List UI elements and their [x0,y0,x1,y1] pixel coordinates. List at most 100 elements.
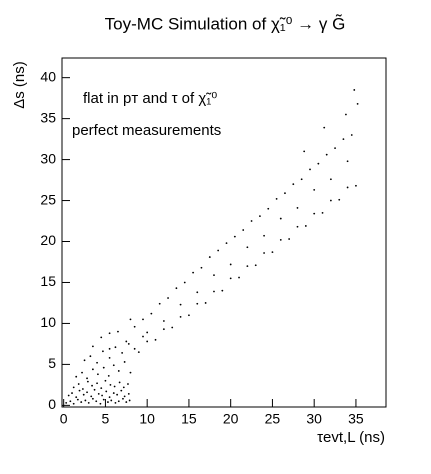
point [114,402,117,404]
point [284,192,286,195]
point [179,315,182,318]
point [158,302,161,305]
point [91,397,94,400]
point [72,402,75,405]
point [102,366,105,369]
x-tick-label: 30 [306,411,322,427]
point [109,383,112,386]
point [225,242,228,245]
point [67,394,70,397]
x-axis-label: τevt,L (ns) [317,429,385,446]
point [112,364,115,367]
point [334,147,336,150]
y-tick-label: 5 [48,355,56,371]
annotation: perfect measurements [72,122,221,139]
point [112,392,115,394]
y-axis-label: Δs (ns) [11,61,28,109]
point [329,178,332,181]
x-tick-label: 10 [139,411,155,427]
point [292,183,295,186]
point [263,252,265,254]
plot-frame [61,57,387,408]
point [127,383,129,385]
point [325,153,328,156]
point [72,386,75,389]
point [127,343,130,345]
point [91,384,93,387]
x-tick-label: 20 [223,411,239,427]
point [122,397,124,400]
point [213,274,215,277]
point [304,225,307,227]
point [123,361,126,363]
x-tick-label: 0 [60,411,68,427]
chart-title: Toy-MC Simulation of χ̃₁⁰ → γ G̃ [105,14,346,34]
point [296,225,299,228]
point [353,89,356,91]
point [242,229,245,231]
point [108,356,111,359]
point [350,134,353,136]
point [128,399,131,402]
point [129,318,132,321]
point [116,393,119,396]
point [99,402,102,405]
y-tick-label: 0 [48,396,56,412]
point [183,281,186,284]
point [77,383,80,385]
point [188,314,190,317]
point [83,359,86,362]
point [117,400,120,403]
point [100,336,103,339]
point [196,291,199,294]
point [271,251,274,254]
point [84,399,87,402]
point [142,335,144,338]
point [146,340,149,343]
point [100,387,103,390]
y-tick-label: 25 [40,191,56,207]
point [78,389,81,392]
point [125,340,128,343]
point [91,368,94,371]
point [86,377,88,380]
point [246,246,249,249]
point [87,402,90,404]
point [346,186,349,189]
point [118,381,121,384]
point [342,138,345,141]
point [86,380,89,383]
point [313,212,316,215]
point [107,374,110,377]
y-tick-label: 35 [40,109,56,125]
point [346,160,349,163]
point [313,188,316,191]
point [123,395,126,398]
x-tick-label: 15 [181,411,197,427]
point [97,392,100,395]
point [329,199,332,202]
point [303,150,306,153]
point [101,394,103,397]
point [338,198,341,201]
point [89,355,92,358]
point [127,392,130,395]
point [114,346,117,349]
point [108,396,111,399]
point [142,318,144,321]
point [90,395,93,398]
point [96,382,98,385]
point [179,303,182,306]
point [120,389,123,392]
point [91,345,94,348]
point [102,350,104,353]
point [175,287,178,290]
point [162,320,165,322]
point [259,215,261,218]
point [82,393,85,396]
y-tick-label: 30 [40,150,56,166]
point [154,338,157,341]
point [133,347,136,350]
point [263,234,265,237]
